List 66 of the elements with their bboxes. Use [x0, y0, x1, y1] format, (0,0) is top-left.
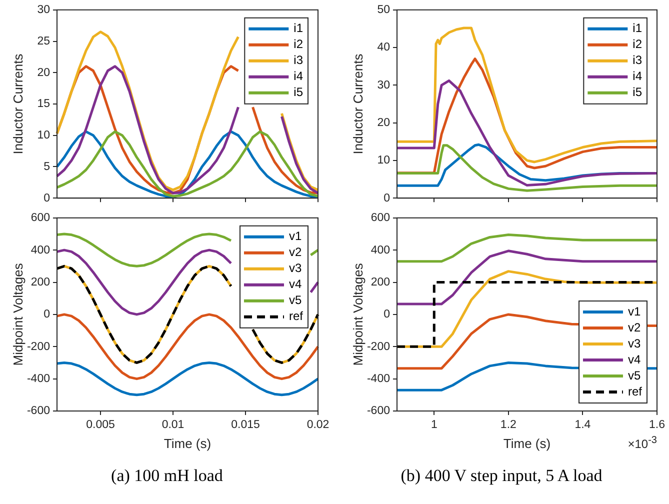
legend-label: v1	[628, 304, 641, 318]
x-tick-label: 1.4	[574, 419, 592, 432]
y-tick-label: 40	[377, 42, 390, 54]
legend-label: i1	[632, 21, 642, 36]
y-tick-label: 10	[377, 154, 390, 167]
legend-label: i2	[632, 37, 642, 52]
legend-label: v4	[288, 277, 302, 292]
legend-label: ref	[628, 384, 643, 398]
y-tick-label: 0	[44, 308, 50, 321]
y-tick-label: -400	[366, 372, 390, 385]
x-tick-label: 1	[430, 419, 438, 432]
y-tick-label: 0	[384, 308, 390, 321]
y-axis-title: Midpoint Voltages	[10, 262, 26, 366]
y-tick-label: 30	[37, 4, 50, 16]
y-tick-label: -200	[26, 340, 50, 353]
y-tick-label: 50	[377, 4, 390, 16]
y-axis-title: Inductor Currents	[350, 53, 366, 154]
y-tick-label: 0	[44, 192, 50, 204]
x-tick-label: 0.005	[86, 419, 115, 432]
x-tick-label: 0.01	[162, 419, 184, 432]
x-axis-title: Time (s)	[503, 436, 551, 451]
legend-label: v2	[288, 245, 302, 260]
legend-label: v3	[628, 336, 641, 350]
legend-label: i3	[294, 53, 304, 68]
y-tick-label: 5	[44, 160, 50, 173]
y-tick-label: 200	[30, 276, 50, 288]
y-axis-title: Inductor Currents	[10, 53, 26, 154]
y-tick-label: 15	[37, 98, 50, 110]
text: ×10$^{-3}$	[628, 435, 657, 451]
y-tick-label: 600	[370, 212, 390, 224]
y-tick-label: -600	[26, 405, 50, 418]
y-tick-label: 0	[384, 192, 390, 204]
x-axis-title: Time (s)	[164, 436, 212, 451]
x-tick-label: 1.2	[500, 419, 516, 432]
y-tick-label: 400	[30, 244, 50, 256]
y-tick-label: 25	[37, 35, 50, 48]
y-tick-label: -400	[26, 372, 50, 385]
legend-label: v2	[628, 320, 641, 334]
legend-label: i4	[632, 69, 642, 84]
legend-label: ref	[288, 309, 304, 324]
y-tick-label: -600	[366, 405, 390, 418]
legend-label: i2	[294, 37, 304, 52]
y-tick-label: 20	[377, 116, 390, 129]
x-tick-label: 0.015	[231, 419, 260, 432]
y-tick-label: -200	[366, 340, 390, 353]
legend-label: i5	[632, 85, 642, 100]
y-tick-label: 20	[37, 66, 50, 79]
x-tick-label: 1.6	[649, 419, 665, 432]
legend-label: v3	[288, 261, 302, 276]
legend-label: i3	[632, 53, 642, 68]
legend-label: i1	[294, 21, 304, 36]
x-tick-label: 0.02	[306, 419, 330, 432]
legend-label: v5	[628, 368, 641, 382]
text: (a) 100 mH load	[110, 466, 224, 486]
legend-label: i5	[294, 85, 304, 100]
y-tick-label: 200	[370, 276, 390, 288]
y-tick-label: 600	[30, 212, 50, 224]
y-tick-label: 400	[370, 244, 390, 256]
y-axis-title: Midpoint Voltages	[350, 262, 366, 366]
legend-label: v4	[628, 352, 641, 366]
legend-label: v1	[288, 229, 302, 244]
text: (b) 400 V step input, 5 A load	[400, 466, 604, 486]
y-tick-label: 30	[377, 79, 390, 92]
y-tick-label: 10	[37, 130, 50, 142]
legend-label: v5	[288, 293, 302, 308]
legend-label: i4	[294, 69, 304, 84]
